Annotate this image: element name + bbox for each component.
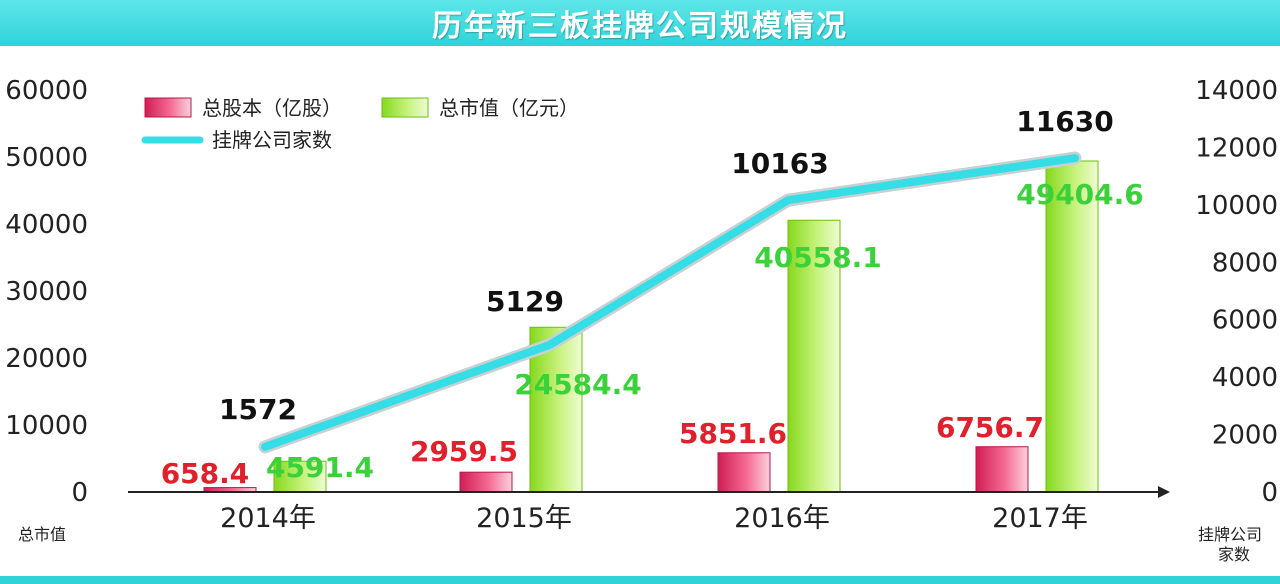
title-banner: 历年新三板挂牌公司规模情况 bbox=[0, 0, 1280, 46]
x-tick-label: 2014年 bbox=[220, 503, 316, 534]
y-left-axis-label: 总市值 bbox=[18, 525, 66, 544]
company-line bbox=[261, 154, 1079, 451]
y-left-tick-label: 10000 bbox=[5, 411, 88, 441]
data-labels: 658.4 2959.5 5851.6 6756.7 4591.4 24584.4 4055… bbox=[161, 105, 1144, 490]
y-right-tick-label: 14000 bbox=[1195, 76, 1278, 106]
label-market-value: 24584.4 bbox=[514, 368, 642, 401]
legend: 总股本（亿股） 总市值（亿元） 挂牌公司家数 bbox=[141, 96, 579, 152]
y-right-tick-label: 0 bbox=[1261, 478, 1278, 508]
chart-canvas: 总股本（亿股） 总市值（亿元） 挂牌公司家数 总市值 挂牌公司 家数 0 1000… bbox=[5, 76, 1278, 564]
legend-label-companies: 挂牌公司家数 bbox=[212, 128, 332, 152]
legend-swatch-capital bbox=[144, 97, 192, 118]
y-left-tick-label: 40000 bbox=[5, 210, 88, 240]
label-company-count: 1572 bbox=[219, 393, 297, 426]
y-left-tick-label: 30000 bbox=[5, 277, 88, 307]
bar-total-capital bbox=[717, 452, 771, 493]
y-right-ticks: 0 2000 4000 6000 8000 10000 12000 14000 bbox=[1195, 76, 1278, 508]
legend-label-capital: 总股本（亿股） bbox=[202, 96, 342, 120]
label-total-capital: 2959.5 bbox=[410, 435, 518, 468]
y-right-tick-label: 6000 bbox=[1212, 306, 1278, 336]
label-market-value: 40558.1 bbox=[754, 241, 882, 274]
bar-total-capital bbox=[459, 471, 513, 493]
company-count-line bbox=[258, 151, 1082, 454]
y-right-tick-label: 2000 bbox=[1212, 421, 1278, 451]
y-left-tick-label: 60000 bbox=[5, 76, 88, 106]
x-tick-label: 2016年 bbox=[734, 503, 830, 534]
y-right-tick-label: 4000 bbox=[1212, 363, 1278, 393]
bar-total-capital bbox=[975, 446, 1029, 493]
y-right-tick-label: 10000 bbox=[1195, 191, 1278, 221]
label-company-count: 10163 bbox=[731, 147, 828, 180]
x-axis: 2014年 2015年 2016年 2017年 bbox=[128, 486, 1170, 534]
bottom-band bbox=[0, 576, 1280, 584]
y-right-tick-label: 12000 bbox=[1195, 133, 1278, 163]
legend-label-market: 总市值（亿元） bbox=[439, 96, 579, 120]
label-total-capital: 658.4 bbox=[161, 457, 250, 490]
y-right-axis-label-line2: 家数 bbox=[1218, 545, 1250, 564]
bar-market-value bbox=[273, 460, 327, 493]
y-left-tick-label: 0 bbox=[71, 478, 88, 508]
bar-market-value bbox=[1045, 160, 1099, 493]
x-tick-label: 2017年 bbox=[992, 503, 1088, 534]
label-company-count: 11630 bbox=[1016, 105, 1113, 138]
legend-swatch-market bbox=[381, 97, 429, 118]
label-total-capital: 5851.6 bbox=[679, 417, 787, 450]
y-right-axis-label-line1: 挂牌公司 bbox=[1198, 525, 1262, 544]
y-left-tick-label: 50000 bbox=[5, 143, 88, 173]
y-left-tick-label: 20000 bbox=[5, 344, 88, 374]
x-tick-label: 2015年 bbox=[476, 503, 572, 534]
y-right-tick-label: 8000 bbox=[1212, 248, 1278, 278]
label-company-count: 5129 bbox=[486, 285, 564, 318]
label-total-capital: 6756.7 bbox=[936, 411, 1044, 444]
x-axis-arrow bbox=[1158, 486, 1170, 498]
label-market-value: 4591.4 bbox=[266, 451, 374, 484]
y-left-ticks: 0 10000 20000 30000 40000 50000 60000 bbox=[5, 76, 88, 508]
chart-title: 历年新三板挂牌公司规模情况 bbox=[432, 9, 848, 44]
label-market-value: 49404.6 bbox=[1016, 178, 1144, 211]
